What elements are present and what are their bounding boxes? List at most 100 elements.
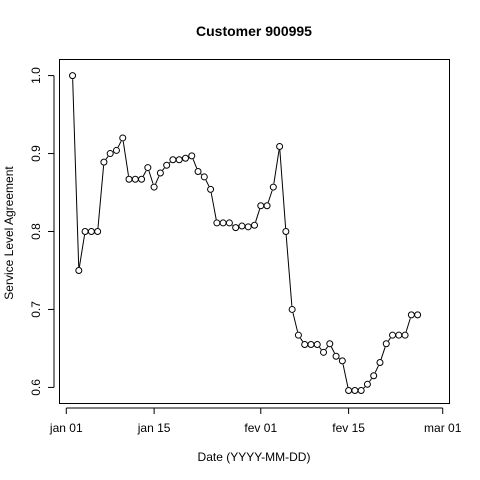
data-point: [332, 352, 340, 360]
series-layer: [69, 72, 422, 395]
y-tick-label: 0.8: [29, 223, 43, 240]
series-segment: [192, 159, 198, 169]
x-tick-label: jan 15: [137, 421, 171, 435]
series-segment: [122, 141, 129, 176]
data-point: [263, 202, 271, 210]
series-segment: [105, 156, 109, 160]
data-point: [232, 224, 240, 232]
data-point: [87, 228, 95, 235]
data-point: [407, 311, 415, 319]
data-point: [395, 331, 403, 339]
x-axis-label: Date (YYYY-MM-DD): [198, 450, 311, 464]
data-point: [307, 341, 315, 349]
series-segment: [330, 346, 335, 354]
x-tick-label: fev 15: [332, 421, 365, 435]
series-segment: [142, 170, 147, 177]
data-point: [112, 146, 120, 154]
plot-area: [59, 59, 450, 404]
data-point: [351, 387, 359, 395]
data-point: [370, 372, 378, 380]
series-segment: [72, 79, 80, 267]
data-point: [69, 72, 77, 80]
data-point: [276, 143, 284, 151]
data-point: [188, 152, 196, 160]
series-segment: [319, 347, 322, 350]
series-segment: [162, 167, 165, 171]
data-point: [326, 340, 334, 348]
series-segment: [292, 312, 299, 332]
data-point: [345, 387, 353, 395]
series-segment: [279, 150, 287, 228]
series-segment: [300, 337, 304, 342]
data-point: [207, 185, 215, 193]
series-segment: [169, 161, 171, 164]
x-axis: jan 01 jan 15 fev 01 fev 15 mar 01: [49, 407, 462, 435]
series-segment: [374, 365, 379, 373]
series-segment: [380, 347, 386, 360]
series-segment: [405, 318, 411, 332]
data-point: [313, 341, 321, 349]
data-point: [238, 222, 246, 230]
data-point: [106, 150, 114, 158]
data-point: [376, 358, 384, 366]
series-segment: [285, 235, 293, 306]
data-point: [181, 154, 189, 162]
series-segment: [387, 337, 391, 342]
data-point: [269, 183, 277, 191]
data-point: [175, 156, 183, 164]
data-point: [225, 219, 233, 227]
data-point: [244, 223, 252, 231]
data-point: [200, 173, 208, 181]
data-point: [156, 169, 164, 177]
x-tick-label: mar 01: [424, 421, 462, 435]
data-point: [75, 266, 83, 274]
data-point: [163, 161, 171, 169]
data-point: [257, 202, 265, 210]
y-axis-label: Service Level Agreement: [2, 166, 16, 300]
data-point: [301, 341, 309, 349]
y-tick-label: 0.9: [29, 145, 43, 162]
series-segment: [210, 192, 217, 220]
data-point: [288, 305, 296, 313]
data-point: [251, 221, 258, 229]
data-point: [320, 348, 328, 356]
x-tick-label: fev 01: [244, 421, 277, 435]
series-segment: [273, 150, 280, 184]
data-point: [363, 380, 371, 388]
data-point: [81, 228, 89, 235]
data-point: [382, 340, 390, 348]
series-segment: [363, 386, 366, 389]
data-point: [131, 175, 139, 183]
data-point: [294, 331, 302, 339]
series-segment: [267, 190, 273, 203]
data-point: [150, 183, 158, 191]
data-point: [357, 387, 365, 395]
series-segment: [148, 170, 154, 184]
series-segment: [369, 378, 372, 382]
series-segment: [205, 179, 210, 187]
data-point: [401, 331, 409, 339]
data-point: [94, 228, 102, 235]
x-tick-label: jan 01: [49, 421, 83, 435]
data-point: [282, 228, 290, 235]
data-point: [144, 164, 152, 172]
series-segment: [200, 173, 202, 175]
data-point: [338, 357, 346, 365]
data-point: [213, 219, 221, 227]
y-tick-label: 0.7: [29, 301, 43, 318]
series-segment: [325, 346, 329, 350]
series-segment: [117, 140, 122, 148]
data-point: [389, 331, 397, 339]
series-segment: [155, 176, 160, 184]
y-axis: 0.6 0.7 0.8 0.9 1.0: [29, 67, 55, 396]
data-point: [125, 175, 133, 183]
y-tick-label: 0.6: [29, 379, 43, 396]
series-segment: [255, 209, 261, 222]
chart-title: Customer 900995: [196, 23, 312, 39]
data-point: [414, 311, 422, 319]
series-segment: [342, 364, 349, 388]
data-point: [219, 219, 227, 227]
data-point: [138, 175, 146, 183]
y-tick-label: 1.0: [29, 67, 43, 84]
